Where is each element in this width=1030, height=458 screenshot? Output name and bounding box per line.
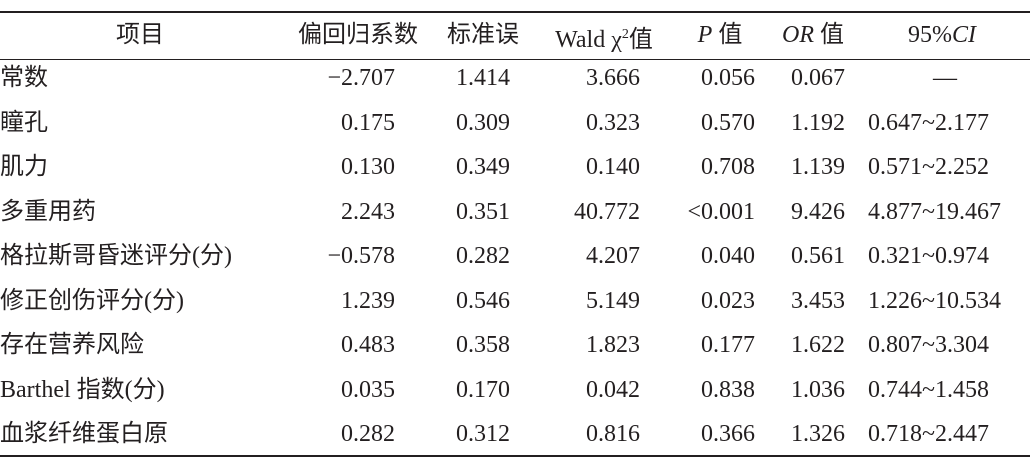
cell-value: 0.349 [456, 154, 510, 180]
cell-value: 0.323 [586, 109, 640, 136]
cell-value: 0.042 [586, 376, 640, 403]
cell-value: 0.282 [341, 421, 395, 447]
cell-value: 40.772 [574, 198, 640, 225]
header-part: 值 [628, 27, 653, 53]
cell-value: 0.170 [456, 376, 510, 403]
row-label: 格拉斯哥昏迷评分(分) [0, 243, 232, 269]
header-text: P 值 [698, 20, 743, 50]
row-label: 存在营养风险 [0, 332, 144, 358]
cell-value: 2.243 [341, 198, 395, 225]
cell-value: 1.414 [456, 65, 510, 91]
row-label: 肌力 [0, 154, 48, 180]
cell-value: — [933, 65, 957, 91]
cell-value: 1.326 [791, 421, 845, 447]
cell-value: 1.036 [791, 376, 845, 403]
cell-value: 1.226~10.534 [868, 287, 1001, 314]
cell-value: −0.578 [327, 243, 395, 269]
header-sup: 2 [621, 27, 629, 42]
cell-value: 1.823 [586, 332, 640, 358]
cell-value: 0.807~3.304 [868, 332, 989, 358]
row-label: 修正创伤评分(分) [0, 287, 184, 314]
cell-value: 0.483 [341, 332, 395, 358]
header-rule [0, 59, 1030, 60]
cell-value: 0.351 [456, 198, 510, 225]
cell-value: 0.838 [701, 376, 755, 403]
cell-value: 0.744~1.458 [868, 376, 989, 403]
cell-value: 0.570 [701, 109, 755, 136]
cell-value: 0.282 [456, 243, 510, 269]
header-part: CI [952, 22, 976, 48]
cell-value: 1.239 [341, 287, 395, 314]
cell-value: 0.309 [456, 109, 510, 136]
cell-value: 0.130 [341, 154, 395, 180]
cell-value: 0.067 [791, 65, 845, 91]
row-label: Barthel 指数(分) [0, 376, 165, 403]
cell-value: 0.718~2.447 [868, 421, 989, 447]
cell-value: −2.707 [327, 65, 395, 91]
cell-value: 0.366 [701, 421, 755, 447]
cell-value: 0.708 [701, 154, 755, 180]
cell-value: 0.035 [341, 376, 395, 403]
cell-value: 1.622 [791, 332, 845, 358]
row-label: 常数 [0, 65, 48, 91]
cell-value: 0.561 [791, 243, 845, 269]
bottom-rule [0, 455, 1030, 457]
row-label: 血浆纤维蛋白原 [0, 421, 168, 447]
cell-value: 0.023 [701, 287, 755, 314]
cell-value: 0.321~0.974 [868, 243, 989, 269]
header-part: 值 [718, 22, 743, 48]
cell-value: 9.426 [791, 198, 845, 225]
cell-value: 4.207 [586, 243, 640, 269]
header-part: 95% [908, 22, 952, 48]
header-part: P [697, 22, 713, 48]
top-rule [0, 11, 1030, 13]
header-part: OR [782, 22, 814, 48]
cell-value: 1.139 [791, 154, 845, 180]
cell-value: 3.666 [586, 65, 640, 91]
header-text: 95%CI [908, 20, 976, 50]
header-part: 值 [820, 22, 844, 48]
cell-value: 0.040 [701, 243, 755, 269]
cell-value: 0.546 [456, 287, 510, 314]
cell-value: 0.571~2.252 [868, 154, 989, 180]
cell-value: 0.056 [701, 65, 755, 91]
cell-value: 0.312 [456, 421, 510, 447]
cell-value: 0.177 [701, 332, 755, 358]
cell-value: 0.647~2.177 [868, 109, 989, 136]
cell-value: 3.453 [791, 287, 845, 314]
cell-value: 0.140 [586, 154, 640, 180]
header-part: Wald χ [555, 27, 622, 53]
row-label: 多重用药 [0, 198, 96, 225]
header-text: 标准误 [447, 22, 519, 48]
cell-value: 0.358 [456, 332, 510, 358]
header-text: 项目 [116, 22, 164, 48]
header-text: 偏回归系数 [298, 22, 418, 48]
cell-value: 1.192 [791, 109, 845, 136]
cell-value: 5.149 [586, 287, 640, 314]
row-label: 瞳孔 [0, 109, 48, 136]
cell-value: 4.877~19.467 [868, 198, 1001, 225]
header-text: OR 值 [782, 20, 844, 50]
header-text: Wald χ2值 [555, 20, 653, 53]
cell-value: <0.001 [687, 198, 755, 225]
cell-value: 0.816 [586, 421, 640, 447]
cell-value: 0.175 [341, 109, 395, 136]
